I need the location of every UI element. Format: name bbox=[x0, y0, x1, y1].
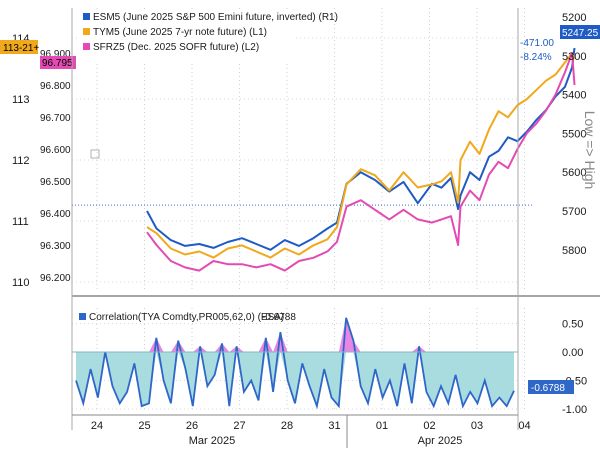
change-pct: -8.24% bbox=[520, 52, 552, 63]
marker-square-icon bbox=[90, 149, 100, 159]
axes: 11011111211311496.20096.30096.40096.5009… bbox=[0, 8, 600, 448]
right-tick: 5600 bbox=[562, 167, 586, 179]
es-last-value: 5247.25 bbox=[562, 28, 599, 39]
x-tick-label: 03 bbox=[471, 420, 483, 432]
left-inner-tick: 96.600 bbox=[40, 145, 71, 156]
series-line-esm5 bbox=[146, 47, 576, 251]
x-tick-label: 04 bbox=[518, 420, 530, 432]
sfr-last-badge bbox=[40, 56, 76, 69]
change-abs: -471.00 bbox=[520, 38, 554, 49]
corr-tick: 0.50 bbox=[562, 319, 583, 331]
x-tick-label: 24 bbox=[91, 420, 103, 432]
corr-tick: 0.00 bbox=[562, 347, 583, 359]
left-inner-tick: 96.800 bbox=[40, 81, 71, 92]
legend: ESM5 (June 2025 S&P 500 Emini future, in… bbox=[79, 10, 338, 323]
grid bbox=[72, 8, 525, 412]
legend-swatch bbox=[83, 13, 90, 20]
corr-last-inline: -0.6788 bbox=[262, 312, 296, 323]
x-group-label: Mar 2025 bbox=[189, 435, 235, 447]
upper-panel bbox=[72, 47, 576, 272]
x-tick-label: 28 bbox=[281, 420, 293, 432]
legend-label: TYM5 (June 2025 7-yr note future) (L1) bbox=[93, 27, 267, 38]
left-inner-tick: 96.700 bbox=[40, 113, 71, 124]
sfr-last-value: 96.795 bbox=[42, 58, 73, 69]
corr-tick: -1.00 bbox=[562, 404, 587, 416]
corr-last-value: -0.6788 bbox=[531, 383, 565, 394]
corr-title: Correlation(TYA Comdty,PR005,62,0) (ESA) bbox=[89, 312, 284, 323]
left-outer-tick: 113 bbox=[12, 94, 30, 106]
left-inner-tick: 96.400 bbox=[40, 209, 71, 220]
corr-fill-below bbox=[76, 352, 514, 407]
right-tick: 5400 bbox=[562, 90, 586, 102]
x-tick-label: 02 bbox=[423, 420, 435, 432]
left-inner-tick: 96.900 bbox=[40, 49, 71, 60]
left-inner-tick: 96.200 bbox=[40, 273, 71, 284]
legend-label: ESM5 (June 2025 S&P 500 Emini future, in… bbox=[93, 12, 338, 23]
x-group-label: Apr 2025 bbox=[418, 435, 463, 447]
tym-last-value: 113-21+ bbox=[3, 43, 39, 54]
corr-last-badge bbox=[528, 380, 574, 394]
left-outer-tick: 112 bbox=[12, 155, 30, 167]
es-last-badge bbox=[560, 25, 600, 39]
legend-box bbox=[80, 10, 295, 64]
left-inner-tick: 96.300 bbox=[40, 241, 71, 252]
series-line-tym5 bbox=[146, 52, 576, 259]
corr-legend-swatch bbox=[79, 313, 86, 320]
tym-last-badge bbox=[0, 40, 38, 54]
right-tick: 5800 bbox=[562, 245, 586, 257]
lower-panel bbox=[72, 317, 518, 410]
right-tick: 5300 bbox=[562, 51, 586, 63]
left-outer-tick: 110 bbox=[12, 277, 30, 289]
x-tick-label: 01 bbox=[376, 420, 388, 432]
x-tick-label: 25 bbox=[138, 420, 150, 432]
left-inner-tick: 96.500 bbox=[40, 177, 71, 188]
legend-swatch bbox=[83, 43, 90, 50]
right-tick: 5700 bbox=[562, 206, 586, 218]
x-tick-label: 26 bbox=[186, 420, 198, 432]
left-outer-tick: 111 bbox=[12, 216, 29, 228]
right-tick: 5200 bbox=[562, 12, 586, 24]
right-tick: 5500 bbox=[562, 128, 586, 140]
right-axis-label: Low => High bbox=[582, 111, 598, 190]
corr-line bbox=[75, 317, 515, 410]
legend-label: SFRZ5 (Dec. 2025 SOFR future) (L2) bbox=[93, 42, 259, 53]
x-tick-label: 27 bbox=[233, 420, 245, 432]
legend-swatch bbox=[83, 28, 90, 35]
series-line-sfrz5 bbox=[146, 52, 576, 272]
x-tick-label: 31 bbox=[328, 420, 340, 432]
